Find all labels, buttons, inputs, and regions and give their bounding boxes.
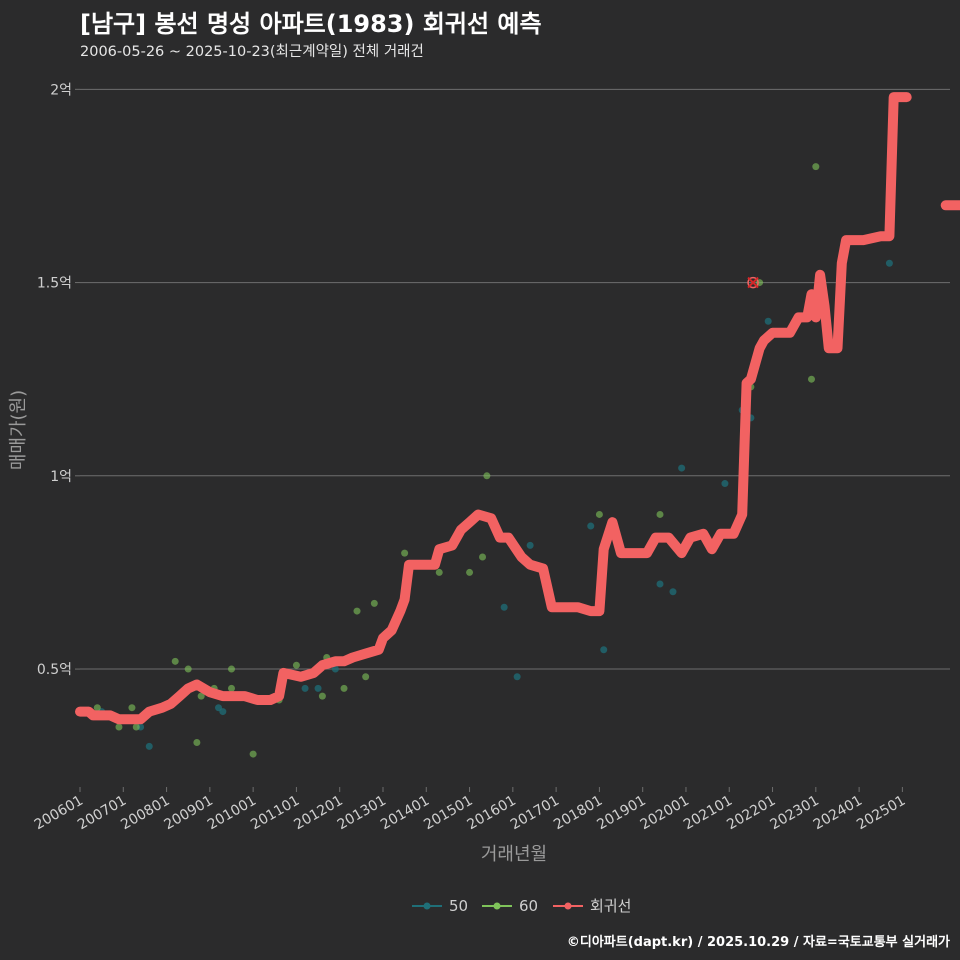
grid-lines xyxy=(80,88,950,670)
data-point-60 xyxy=(340,684,348,692)
data-point-60 xyxy=(128,704,136,712)
data-point-60 xyxy=(115,723,123,731)
x-tick-label: 201501 xyxy=(421,793,475,834)
data-point-50 xyxy=(764,317,772,325)
y-tick-label: 1.5억 xyxy=(37,276,72,292)
data-point-50 xyxy=(656,580,664,588)
data-point-60 xyxy=(656,510,664,518)
data-point-60 xyxy=(807,375,815,383)
data-point-60 xyxy=(184,665,192,673)
data-point-50 xyxy=(513,673,521,681)
annotation-cross xyxy=(747,276,759,289)
annotation-marker xyxy=(747,276,759,289)
legend: 50 60 회귀선 xyxy=(412,897,631,915)
data-point-50 xyxy=(219,708,227,716)
x-tick-label: 200601 xyxy=(32,793,86,834)
data-point-60 xyxy=(171,657,179,665)
data-point-50 xyxy=(331,665,339,673)
data-point-60 xyxy=(812,163,820,171)
x-tick-label: 201701 xyxy=(508,793,562,834)
data-point-60 xyxy=(197,692,205,700)
legend-label: 회귀선 xyxy=(590,897,631,915)
data-point-50 xyxy=(145,742,153,750)
y-axis-title: 매매가(원) xyxy=(8,390,29,470)
y-tick-label: 1억 xyxy=(50,469,72,485)
data-point-60 xyxy=(353,607,361,615)
data-point-60 xyxy=(362,673,370,681)
data-point-50 xyxy=(500,603,508,611)
annotation-circle xyxy=(747,276,759,289)
x-tick-label: 202001 xyxy=(638,793,692,834)
x-tick-label: 202501 xyxy=(854,793,908,834)
legend-swatch-dot xyxy=(493,902,501,910)
data-point-60 xyxy=(435,568,443,576)
data-point-50 xyxy=(600,646,608,654)
y-tick-label: 0.5억 xyxy=(37,662,72,678)
data-point-60 xyxy=(318,692,326,700)
data-point-50 xyxy=(721,480,729,488)
x-tick-label: 201301 xyxy=(335,793,389,834)
data-point-50 xyxy=(587,522,595,530)
data-point-60 xyxy=(292,661,300,669)
y-axis-ticks: 0.5억 1억 1.5억 2억 xyxy=(37,82,80,678)
x-tick-label: 200901 xyxy=(162,793,216,834)
data-point-50 xyxy=(314,684,322,692)
scatter-series-60 xyxy=(93,163,820,758)
x-axis-ticks: 2006012007012008012009012010012011012012… xyxy=(32,787,908,834)
legend-label: 50 xyxy=(449,897,468,915)
x-tick-label: 200701 xyxy=(75,793,129,834)
data-point-60 xyxy=(227,665,235,673)
data-point-60 xyxy=(227,684,235,692)
legend-swatch-dot xyxy=(564,902,572,910)
x-tick-label: 202401 xyxy=(811,793,865,834)
x-tick-label: 201201 xyxy=(291,793,345,834)
data-point-60 xyxy=(483,472,491,480)
data-point-50 xyxy=(526,541,534,549)
x-tick-label: 201901 xyxy=(594,793,648,834)
y-tick-label: 2억 xyxy=(50,82,72,98)
chart-subtitle: 2006-05-26 ~ 2025-10-23(최근계약일) 전체 거래건 xyxy=(80,44,424,60)
data-point-60 xyxy=(479,553,487,561)
regression-line-path xyxy=(75,92,912,725)
data-point-60 xyxy=(93,704,101,712)
data-point-50 xyxy=(678,464,686,472)
data-point-60 xyxy=(466,568,474,576)
data-point-50 xyxy=(301,684,309,692)
legend-swatch-dot xyxy=(423,902,431,910)
x-tick-label: 201101 xyxy=(248,793,302,834)
x-tick-label: 202201 xyxy=(724,793,778,834)
x-tick-label: 201401 xyxy=(378,793,432,834)
footer-credit: ©디아파트(dapt.kr) / 2025.10.29 / 자료=국토교통부 실… xyxy=(566,935,950,950)
data-point-60 xyxy=(595,510,603,518)
data-point-60 xyxy=(370,599,378,607)
x-tick-label: 201001 xyxy=(205,793,259,834)
regression-line xyxy=(75,92,960,725)
chart-title: [남구] 봉선 명성 아파트(1983) 회귀선 예측 xyxy=(80,10,542,38)
x-axis-title: 거래년월 xyxy=(481,844,547,865)
data-point-50 xyxy=(669,588,677,596)
legend-label: 60 xyxy=(519,897,538,915)
x-tick-label: 200801 xyxy=(118,793,172,834)
data-point-60 xyxy=(401,549,409,557)
x-tick-label: 202301 xyxy=(768,793,822,834)
data-point-50 xyxy=(885,259,893,267)
data-point-60 xyxy=(193,738,201,746)
x-tick-label: 202101 xyxy=(681,793,735,834)
data-point-60 xyxy=(132,723,140,731)
x-tick-label: 201801 xyxy=(551,793,605,834)
data-point-60 xyxy=(249,750,257,758)
x-tick-label: 201601 xyxy=(465,793,519,834)
